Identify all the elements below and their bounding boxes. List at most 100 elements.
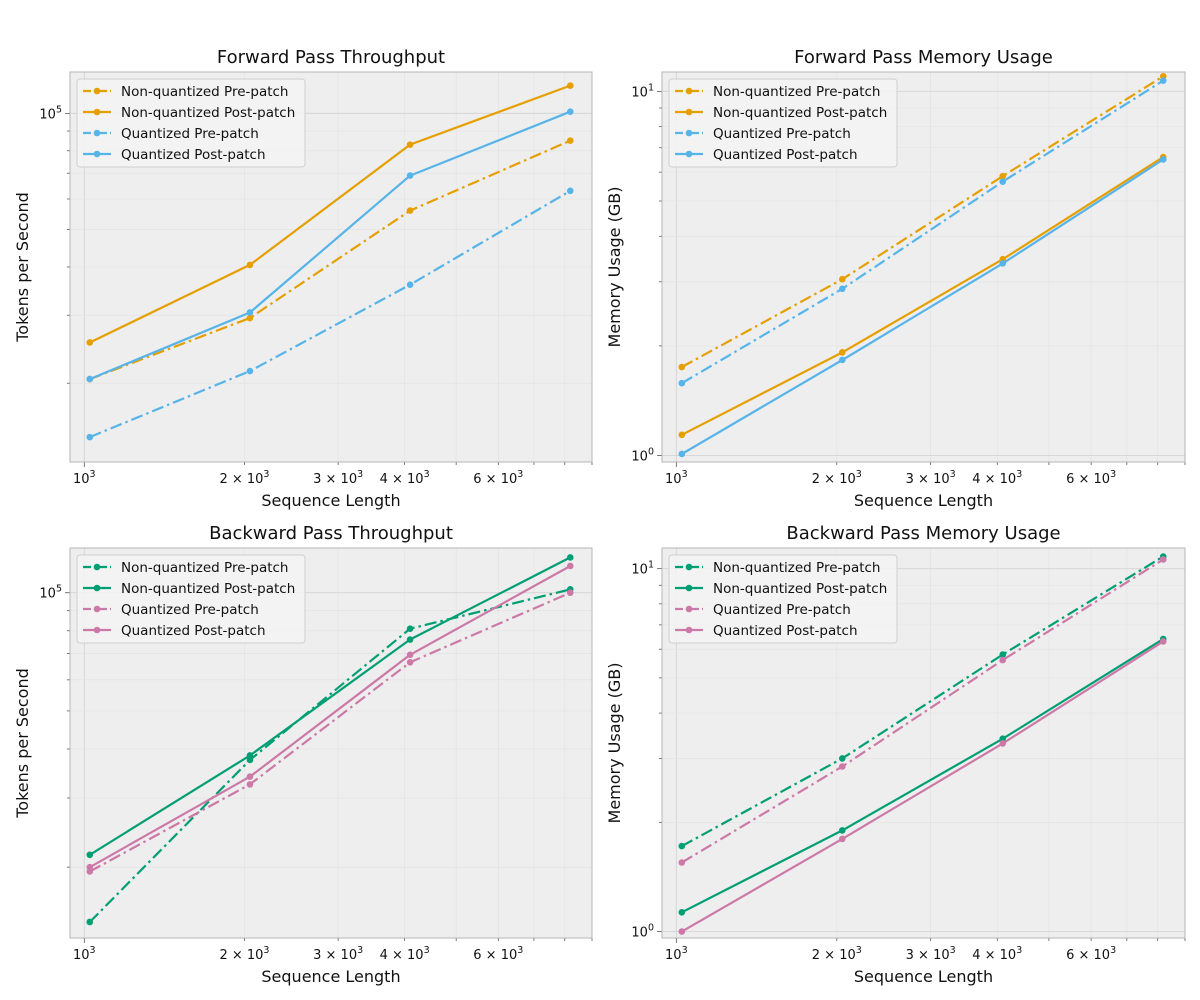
legend-box [76, 78, 306, 168]
legend-label: Quantized Pre-patch [713, 602, 851, 618]
legend-marker [93, 605, 101, 613]
series-line-2 [89, 84, 571, 344]
legend-marker [685, 150, 693, 158]
data-point [838, 356, 846, 364]
data-point [999, 178, 1007, 185]
data-point [1159, 156, 1167, 163]
chart-panel-2: 103 2 × 103 3 × 103 4 × 103 6 × 103 100 101 For… [605, 47, 1186, 510]
legend-label: Quantized Post-patch [713, 623, 858, 639]
y-axis-label: Tokens per Second [13, 192, 32, 343]
series-line-1 [681, 555, 1164, 848]
series-line-4 [681, 640, 1164, 933]
x-tick-label: 2 × 103 [812, 469, 862, 487]
data-point [246, 314, 254, 322]
data-point [406, 172, 414, 179]
legend-label: Non-quantized Post-patch [121, 581, 295, 597]
legend-marker [685, 129, 693, 137]
data-point [246, 752, 254, 759]
legend-label: Non-quantized Pre-patch [713, 84, 880, 100]
data-point [566, 589, 574, 597]
legend-marker [93, 87, 101, 95]
data-point [246, 309, 254, 316]
data-point [566, 108, 574, 116]
data-point [246, 773, 254, 780]
data-point [86, 433, 94, 441]
data-point [566, 562, 574, 570]
legend: Non-quantized Pre-patch Non-quantized Pos… [76, 78, 306, 168]
plot-frame [69, 547, 593, 939]
data-point [566, 82, 574, 89]
y-tick-label: 100 [631, 923, 654, 941]
data-point [406, 651, 414, 659]
data-point [838, 835, 846, 843]
legend-label: Non-quantized Post-patch [713, 105, 887, 121]
data-point [246, 261, 254, 269]
legend-label: Non-quantized Pre-patch [121, 84, 288, 100]
chart-panel-1: 103 2 × 103 3 × 103 4 × 103 6 × 103 105 Forwar… [13, 47, 593, 510]
data-point [678, 363, 686, 371]
x-axis-label: Sequence Length [854, 491, 993, 510]
data-point [999, 735, 1007, 742]
x-tick-label: 4 × 103 [380, 945, 430, 963]
data-point [838, 349, 846, 356]
data-point [1159, 77, 1167, 84]
x-tick-label: 2 × 103 [812, 945, 862, 963]
legend-box [668, 78, 898, 168]
x-tick-label: 3 × 103 [906, 469, 956, 487]
y-tick-label: 100 [631, 447, 654, 465]
data-point [678, 450, 686, 458]
data-point [838, 755, 846, 762]
series-line-1 [89, 588, 571, 923]
series-line-3 [681, 79, 1164, 385]
legend-label: Non-quantized Pre-patch [121, 560, 288, 576]
x-tick-label: 103 [73, 945, 96, 963]
data-point [838, 285, 846, 293]
legend-label: Quantized Post-patch [121, 623, 266, 639]
legend-marker [685, 87, 693, 95]
y-axis-label: Tokens per Second [13, 668, 32, 819]
legend-label: Quantized Pre-patch [121, 126, 259, 142]
data-point [86, 851, 94, 859]
legend-marker [93, 150, 101, 158]
chart-title: Backward Pass Throughput [209, 523, 453, 544]
x-tick-label: 4 × 103 [972, 469, 1022, 487]
legend-marker [685, 563, 693, 571]
x-tick-label: 3 × 103 [906, 945, 956, 963]
data-point [566, 137, 574, 144]
y-tick-label: 105 [39, 104, 62, 122]
data-point [86, 375, 94, 383]
legend-marker [93, 584, 101, 592]
chart-panel-4: 103 2 × 103 3 × 103 4 × 103 6 × 103 100 101 Bac… [605, 523, 1186, 986]
chart-title: Forward Pass Memory Usage [794, 47, 1053, 68]
data-point [678, 379, 686, 387]
legend: Non-quantized Pre-patch Non-quantized Pos… [668, 554, 898, 644]
plot-frame [69, 71, 593, 463]
data-point [566, 187, 574, 195]
x-axis-label: Sequence Length [261, 491, 400, 510]
legend-marker [93, 626, 101, 634]
data-point [246, 367, 254, 375]
data-point [86, 863, 94, 871]
data-point [678, 859, 686, 866]
data-point [678, 928, 686, 935]
series-line-3 [681, 558, 1164, 864]
data-point [1159, 638, 1167, 645]
legend: Non-quantized Pre-patch Non-quantized Pos… [668, 78, 898, 168]
x-tick-label: 103 [665, 469, 688, 487]
series-line-4 [89, 110, 571, 381]
x-tick-label: 2 × 103 [219, 945, 269, 963]
data-point [999, 260, 1007, 267]
data-point [999, 740, 1007, 747]
plot-frame [661, 71, 1186, 463]
x-axis-label: Sequence Length [854, 967, 993, 986]
series-line-4 [89, 565, 571, 869]
series-line-4 [681, 158, 1164, 455]
x-tick-label: 2 × 103 [219, 469, 269, 487]
x-tick-label: 3 × 103 [313, 945, 363, 963]
data-point [838, 275, 846, 283]
data-point [999, 656, 1007, 664]
series-line-2 [681, 156, 1164, 436]
data-point [406, 636, 414, 643]
legend-label: Quantized Post-patch [121, 147, 266, 163]
